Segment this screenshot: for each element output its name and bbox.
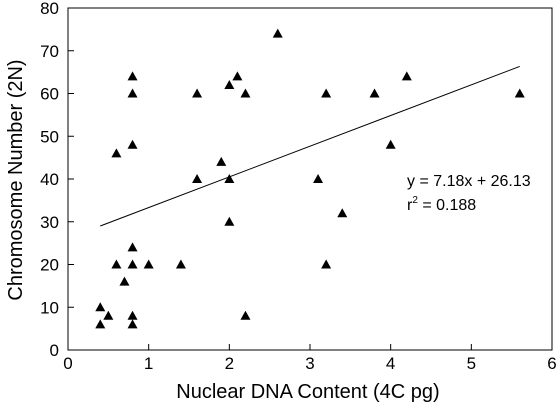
data-point-triangle [127,310,138,320]
data-point-triangle [192,174,203,183]
data-point-triangle [240,88,251,98]
data-point-triangle [143,259,154,269]
y-tick-label: 40 [40,170,59,189]
y-tick-label: 80 [40,0,59,18]
data-point-triangle [272,28,283,38]
x-tick-label: 3 [305,354,314,373]
data-point-triangle [127,88,138,98]
x-tick-label: 0 [63,354,72,373]
r-squared-superscript: 2 [412,195,418,206]
y-tick-label: 60 [40,85,59,104]
data-point-triangle [103,310,114,320]
y-tick-label: 50 [40,127,59,146]
data-point-triangle [514,88,525,98]
data-point-triangle [95,302,106,312]
x-axis-title: Nuclear DNA Content (4C pg) [176,381,439,403]
y-tick-label: 70 [40,42,59,61]
regression-equation: y = 7.18x + 26.13 [407,173,531,190]
data-point-triangle [224,79,235,89]
data-point-triangle [313,174,324,183]
y-tick-label: 10 [40,298,59,317]
data-point-triangle [369,88,380,98]
data-point-triangle [240,310,251,320]
y-tick-label: 20 [40,256,59,275]
data-point-triangle [232,71,243,81]
y-axis-title: Chromosome Number (2N) [5,59,27,300]
data-point-triangle [321,259,332,269]
data-point-triangle [127,242,138,252]
data-point-triangle [216,156,227,166]
data-point-triangle [401,71,412,81]
data-point-triangle [385,139,396,149]
data-point-triangle [127,259,138,269]
data-point-triangle [337,208,348,218]
r-squared-value: = 0.188 [418,197,476,214]
data-point-triangle [192,88,203,98]
r-squared-annotation: r2 = 0.188 [407,195,476,214]
x-tick-label: 2 [225,354,234,373]
trendline-layer [100,65,520,227]
data-point-triangle [111,148,122,158]
y-tick-label: 30 [40,213,59,232]
data-point-triangle [127,71,138,81]
data-point-triangle [95,319,106,329]
data-point-triangle [127,139,138,149]
y-tick-label: 0 [50,341,59,360]
data-point-triangle [224,216,235,226]
data-point-triangle [175,259,186,269]
data-point-triangle [321,88,332,98]
data-point-triangle [119,276,130,286]
data-points [95,28,525,329]
x-tick-label: 1 [144,354,153,373]
data-point-triangle [127,319,138,329]
regression-line [100,65,520,227]
data-point-triangle [224,174,235,183]
x-tick-label: 6 [547,354,556,373]
x-tick-label: 4 [386,354,395,373]
x-tick-label: 5 [467,354,476,373]
data-point-triangle [111,259,122,269]
r-squared-prefix: r [407,197,413,214]
